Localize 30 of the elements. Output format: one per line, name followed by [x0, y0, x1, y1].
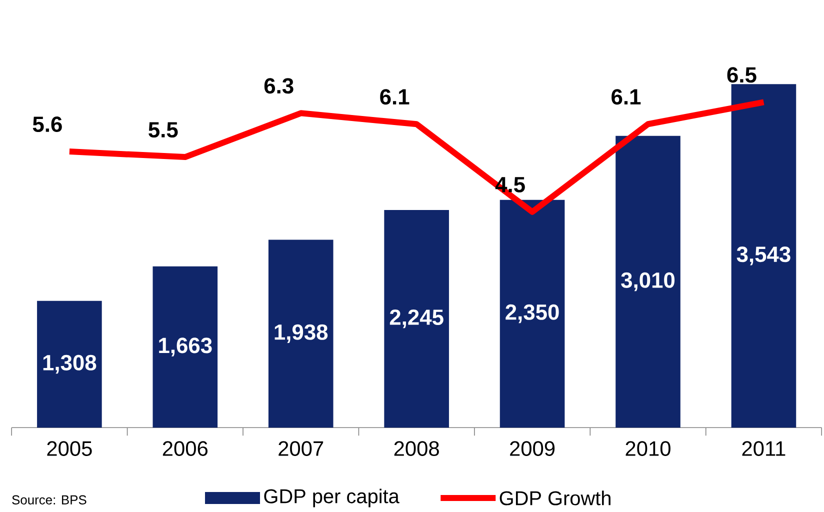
bar	[500, 200, 565, 428]
bar	[384, 210, 449, 428]
legend-label: GDP Growth	[500, 490, 610, 506]
bar	[731, 84, 796, 428]
data-label: 2,350	[506, 304, 559, 324]
data-label: 6.1	[380, 89, 410, 105]
x-tick-label: 2011	[742, 441, 786, 456]
x-tick-label: 2008	[394, 441, 439, 456]
bar	[268, 240, 334, 428]
x-tick-label: 2006	[162, 441, 208, 456]
bar	[616, 136, 680, 428]
data-label: 1,308	[43, 354, 96, 374]
data-label: 6.3	[264, 78, 294, 94]
data-label: 2,245	[390, 309, 444, 328]
bar	[37, 300, 102, 428]
x-tick-label: 2005	[47, 441, 92, 456]
data-label: 1,663	[159, 338, 212, 356]
x-tick-label: 2007	[278, 441, 324, 456]
data-label: 3,010	[621, 272, 675, 292]
data-label: 5.6	[32, 116, 62, 132]
legend-label: GDP per capita	[264, 488, 400, 508]
source-note: Source: BPS	[12, 495, 86, 504]
data-label: 6.1	[612, 89, 641, 105]
bar	[152, 266, 218, 428]
data-label: 3,543	[736, 246, 790, 266]
data-label: 1,938	[274, 324, 328, 344]
data-label: 6.5	[727, 67, 756, 83]
x-tick-label: 2010	[626, 441, 670, 456]
x-tick-label: 2009	[510, 441, 555, 456]
data-label: 5.5	[148, 122, 178, 138]
